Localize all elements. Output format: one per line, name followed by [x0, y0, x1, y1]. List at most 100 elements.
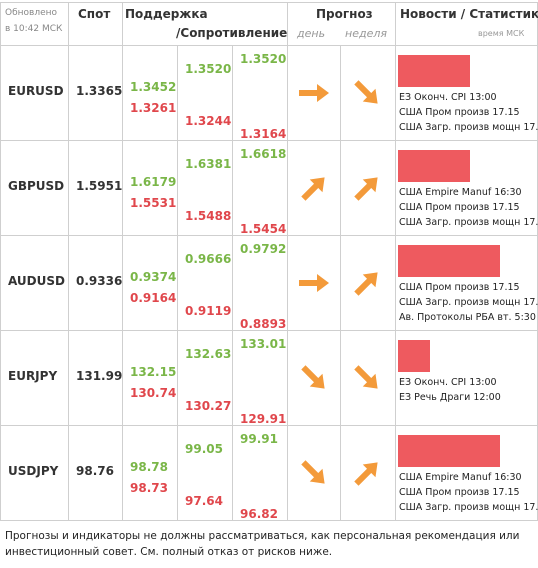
week-arrow: [347, 453, 387, 493]
news-item: США Пром произв 17.15: [399, 282, 520, 293]
col-line: [122, 2, 123, 520]
news-item: США Загр. произв мощн 17.15: [399, 297, 538, 308]
resistance-header: /Сопротивление: [176, 26, 288, 40]
arrow-icon: [354, 272, 378, 296]
spot: 1.5951: [76, 179, 123, 193]
resistance-level: 98.78: [130, 460, 168, 474]
news-item: ЕЗ Оконч. CPI 13:00: [399, 92, 497, 103]
updated-time: в 10:42 МСК: [5, 24, 63, 34]
news-item: США Загр. произв мощн 17.15: [399, 502, 538, 513]
arrow-icon: [354, 462, 378, 486]
resistance-level: 1.6618: [240, 147, 287, 161]
week-arrow: [347, 168, 387, 208]
support-level: 130.74: [130, 386, 177, 400]
support-level: 96.82: [240, 507, 278, 521]
day-arrow: [294, 453, 334, 493]
col-line: [395, 2, 396, 520]
support-level: 0.8893: [240, 317, 287, 331]
pair: EURUSD: [8, 84, 64, 98]
spot: 1.3365: [76, 84, 123, 98]
arrow-icon: [354, 365, 378, 389]
col-line: [0, 2, 1, 520]
pair: USDJPY: [8, 464, 59, 478]
support-level: 1.3164: [240, 127, 287, 141]
spot-header: Спот: [78, 7, 111, 21]
news-item: США Пром произв 17.15: [399, 202, 520, 213]
support-level: 1.3244: [185, 114, 232, 128]
col-line: [340, 45, 341, 520]
news-item: США Empire Manuf 16:30: [399, 187, 522, 198]
news-item: ЕЗ Речь Драги 12:00: [399, 392, 501, 403]
day-header: день: [297, 27, 326, 40]
updated: Обновлено: [5, 8, 58, 18]
resistance-level: 0.9374: [130, 270, 177, 284]
spot: 131.99: [76, 369, 123, 383]
col-line: [287, 2, 288, 520]
row-line: [0, 235, 538, 236]
impact-bar: [398, 150, 470, 182]
impact-bar: [398, 435, 500, 467]
spot: 0.9336: [76, 274, 123, 288]
resistance-level: 1.3520: [185, 62, 232, 76]
pair: EURJPY: [8, 369, 58, 383]
resistance-level: 132.15: [130, 365, 177, 379]
news-item: США Empire Manuf 16:30: [399, 472, 522, 483]
arrow-icon: [301, 365, 325, 389]
row-line: [0, 140, 538, 141]
support-level: 1.5531: [130, 196, 177, 210]
row-line: [0, 520, 538, 521]
support-level: 129.91: [240, 412, 287, 426]
news-item: США Загр. произв мощн 17.15: [399, 122, 538, 133]
support-level: 1.5454: [240, 222, 287, 236]
row-line: [0, 425, 538, 426]
day-arrow: [294, 358, 334, 398]
day-arrow: [297, 82, 331, 104]
news-time-header: время МСК: [478, 29, 525, 38]
week-arrow: [347, 358, 387, 398]
impact-bar: [398, 55, 470, 87]
row-line: [0, 45, 538, 46]
news-item: США Загр. произв мощн 17.15: [399, 217, 538, 228]
news-item: США Пром произв 17.15: [399, 107, 520, 118]
resistance-level: 0.9792: [240, 242, 287, 256]
footer: Прогнозы и индикаторы не должны рассматр…: [5, 530, 520, 558]
resistance-level: 0.9666: [185, 252, 232, 266]
week-arrow: [347, 73, 387, 113]
resistance-level: 1.3520: [240, 52, 287, 66]
support-header: Поддержка: [125, 7, 208, 21]
border-line: [0, 2, 538, 3]
arrow-icon: [354, 80, 378, 104]
col-line: [68, 2, 69, 520]
resistance-level: 99.05: [185, 442, 223, 456]
week-arrow: [347, 263, 387, 303]
resistance-level: 1.3452: [130, 80, 177, 94]
arrow-icon: [301, 177, 325, 201]
news-header: Новости / Статистика: [400, 7, 538, 21]
pair: GBPUSD: [8, 179, 65, 193]
arrow-icon: [299, 84, 329, 102]
arrow-icon: [354, 177, 378, 201]
resistance-level: 133.01: [240, 337, 287, 351]
support-level: 1.5488: [185, 209, 232, 223]
col-line: [232, 45, 233, 520]
pair: AUDUSD: [8, 274, 65, 288]
arrow-icon: [299, 274, 329, 292]
row-line: [0, 330, 538, 331]
day-arrow: [294, 168, 334, 208]
resistance-level: 1.6179: [130, 175, 177, 189]
support-level: 98.73: [130, 481, 168, 495]
week-header: неделя: [345, 27, 387, 40]
support-level: 1.3261: [130, 101, 177, 115]
impact-bar: [398, 340, 430, 372]
spot: 98.76: [76, 464, 114, 478]
day-arrow: [297, 272, 331, 294]
support-level: 130.27: [185, 399, 232, 413]
impact-bar: [398, 245, 500, 277]
arrow-icon: [301, 460, 325, 484]
support-level: 97.64: [185, 494, 223, 508]
news-item: ЕЗ Оконч. CPI 13:00: [399, 377, 497, 388]
resistance-level: 132.63: [185, 347, 232, 361]
col-line: [177, 45, 178, 520]
forecast-header: Прогноз: [316, 7, 373, 21]
